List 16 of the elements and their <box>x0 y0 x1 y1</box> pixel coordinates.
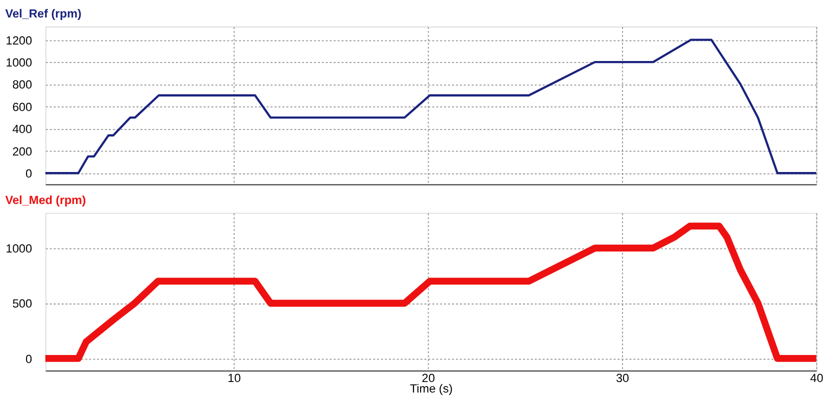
y-tick-label: 0 <box>25 352 32 366</box>
y-tick-label: 500 <box>12 296 32 311</box>
chart-title: Vel_Med (rpm) <box>5 192 86 207</box>
y-tick-label: 200 <box>12 144 32 158</box>
y-tick-label: 600 <box>12 100 32 114</box>
y-tick-label: 1200 <box>6 33 32 48</box>
x-tick-label: 40 <box>810 370 824 385</box>
y-tick-label: 400 <box>12 122 32 136</box>
line-series <box>44 38 818 174</box>
x-tick-label: 30 <box>616 370 630 385</box>
x-tick-label: 10 <box>228 370 242 385</box>
y-tick-label: 1000 <box>6 55 32 70</box>
chart-title: Vel_Ref (rpm) <box>5 6 82 21</box>
y-tick-label: 1000 <box>6 242 32 256</box>
y-tick-label: 800 <box>12 78 32 92</box>
y-tick-label: 0 <box>25 166 32 181</box>
